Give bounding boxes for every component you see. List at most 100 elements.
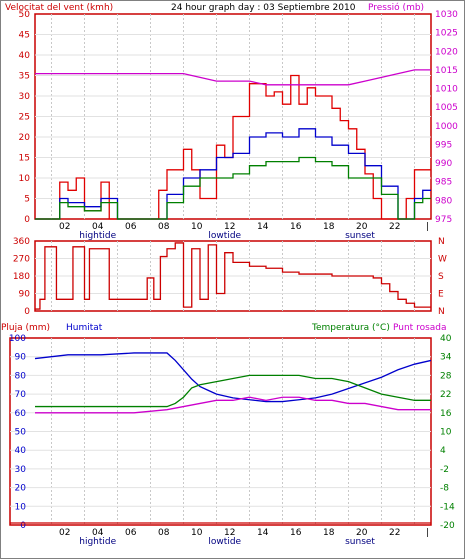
x-tick-label: 18 <box>323 528 335 538</box>
y-tick-label: 990 <box>435 159 452 169</box>
y-tick-label: 80 <box>15 371 27 381</box>
humidity-xticks: 02 04 06 08 10 12 14 16 18 20 22 | <box>59 528 429 538</box>
min-line <box>35 156 431 220</box>
x-tick-label: 14 <box>257 222 269 232</box>
y-tick-label: 1020 <box>435 47 458 57</box>
y-tick-label: 1005 <box>435 103 458 113</box>
y-tick-label: W <box>438 255 447 265</box>
y-tick-label: -14 <box>440 502 455 512</box>
wind-axis-label: Velocitat del vent (kmh) <box>5 3 113 13</box>
marker-label: lowtide <box>208 537 241 547</box>
direction-line <box>35 242 431 310</box>
y-tick-label: 22 <box>440 390 451 400</box>
y-tick-label: 10 <box>15 502 27 512</box>
y-tick-label: 70 <box>15 390 27 400</box>
x-tick-label: | <box>426 528 429 538</box>
x-tick-label: 22 <box>389 222 400 232</box>
marker-label: sunset <box>345 537 375 547</box>
y-tick-label: 40 <box>19 51 31 61</box>
y-tick-label: 10 <box>19 174 31 184</box>
x-tick-label: 02 <box>59 222 70 232</box>
y-tick-label: 50 <box>19 10 31 20</box>
direction-series <box>35 242 431 310</box>
y-tick-label: 0 <box>24 307 30 317</box>
x-tick-label: 20 <box>356 528 368 538</box>
marker-label: sunset <box>345 231 375 241</box>
y-tick-label: 270 <box>13 255 30 265</box>
y-tick-label: 35 <box>19 72 30 82</box>
temperature-axis-label: Temperatura (°C) <box>311 323 390 333</box>
y-tick-label: 1010 <box>435 85 458 95</box>
y-tick-label: 60 <box>15 409 27 419</box>
y-tick-label: 40 <box>15 446 27 456</box>
direction-yticks: 0 90 180 270 360 <box>13 237 30 317</box>
x-tick-label: 16 <box>290 222 302 232</box>
y-tick-label: 1000 <box>435 122 458 132</box>
pressure-yticks: 975 980 985 990 995 1000 1005 1010 1015 1020 1025 1… <box>435 10 458 225</box>
y-tick-label: -2 <box>440 465 449 475</box>
wind-series <box>35 69 431 220</box>
y-tick-label: 16 <box>440 409 452 419</box>
y-tick-label: 5 <box>24 195 30 205</box>
y-tick-label: N <box>438 237 445 247</box>
y-tick-label: 1025 <box>435 29 458 39</box>
wind-yticks: 0 5 10 15 20 25 30 35 40 45 50 <box>19 10 31 225</box>
x-tick-label: 02 <box>59 528 70 538</box>
marker-label: hightide <box>79 537 116 547</box>
temperature-line <box>35 374 431 408</box>
y-tick-label: 0 <box>24 215 30 225</box>
y-tick-label: -20 <box>440 521 455 531</box>
x-tick-label: 04 <box>92 222 104 232</box>
x-tick-label: 14 <box>257 528 269 538</box>
y-tick-label: 975 <box>435 215 452 225</box>
y-tick-label: 180 <box>13 272 30 282</box>
y-tick-label: 100 <box>9 334 26 344</box>
x-tick-label: 10 <box>191 222 203 232</box>
wind-markers: hightide lowtide sunset <box>79 231 375 241</box>
y-tick-label: 34 <box>440 353 452 363</box>
y-tick-label: N <box>438 307 445 317</box>
y-tick-label: 15 <box>19 154 30 164</box>
x-tick-label: | <box>426 222 429 232</box>
y-tick-label: 20 <box>15 484 27 494</box>
y-tick-label: E <box>438 290 444 300</box>
y-tick-label: 50 <box>15 428 27 438</box>
y-tick-label: S <box>438 272 444 282</box>
x-tick-label: 20 <box>356 222 368 232</box>
x-tick-label: 06 <box>125 528 137 538</box>
humidity-temperature-panel: Pluja (mm) Humitat Temperatura (°C) Punt… <box>1 323 455 547</box>
y-tick-label: 1015 <box>435 66 458 76</box>
y-tick-label: 90 <box>19 290 31 300</box>
x-tick-label: 12 <box>224 528 235 538</box>
y-tick-label: 1030 <box>435 10 458 20</box>
y-tick-label: 30 <box>19 92 31 102</box>
y-tick-label: 360 <box>13 237 30 247</box>
wind-pressure-panel: Velocitat del vent (kmh) 24 hour graph d… <box>5 2 458 241</box>
y-tick-label: 10 <box>440 428 452 438</box>
x-tick-label: 04 <box>92 528 104 538</box>
humidity-markers: hightide lowtide sunset <box>79 537 375 547</box>
x-tick-label: 08 <box>158 528 170 538</box>
y-tick-label: 980 <box>435 196 452 206</box>
humidity-series <box>10 352 432 524</box>
dewpoint-line <box>35 396 431 414</box>
rain-axis-label: Pluja (mm) <box>1 323 50 333</box>
temperature-yticks: -20 -14 -8 -2 4 10 16 22 28 34 40 <box>440 334 455 531</box>
y-tick-label: 90 <box>15 353 27 363</box>
y-tick-label: -8 <box>440 484 449 494</box>
y-tick-label: 995 <box>435 140 452 150</box>
x-tick-label: 12 <box>224 222 235 232</box>
marker-label: hightide <box>79 231 116 241</box>
y-tick-label: 28 <box>440 371 452 381</box>
y-tick-label: 20 <box>19 133 31 143</box>
x-tick-label: 22 <box>389 528 400 538</box>
humidity-yticks: 0 10 20 30 40 50 60 70 80 90 100 <box>9 334 26 531</box>
y-tick-label: 45 <box>19 31 30 41</box>
dewpoint-axis-label: Punt rosada <box>393 323 447 333</box>
x-tick-label: 06 <box>125 222 137 232</box>
y-tick-label: 0 <box>20 521 26 531</box>
x-tick-label: 16 <box>290 528 302 538</box>
y-tick-label: 40 <box>440 334 452 344</box>
